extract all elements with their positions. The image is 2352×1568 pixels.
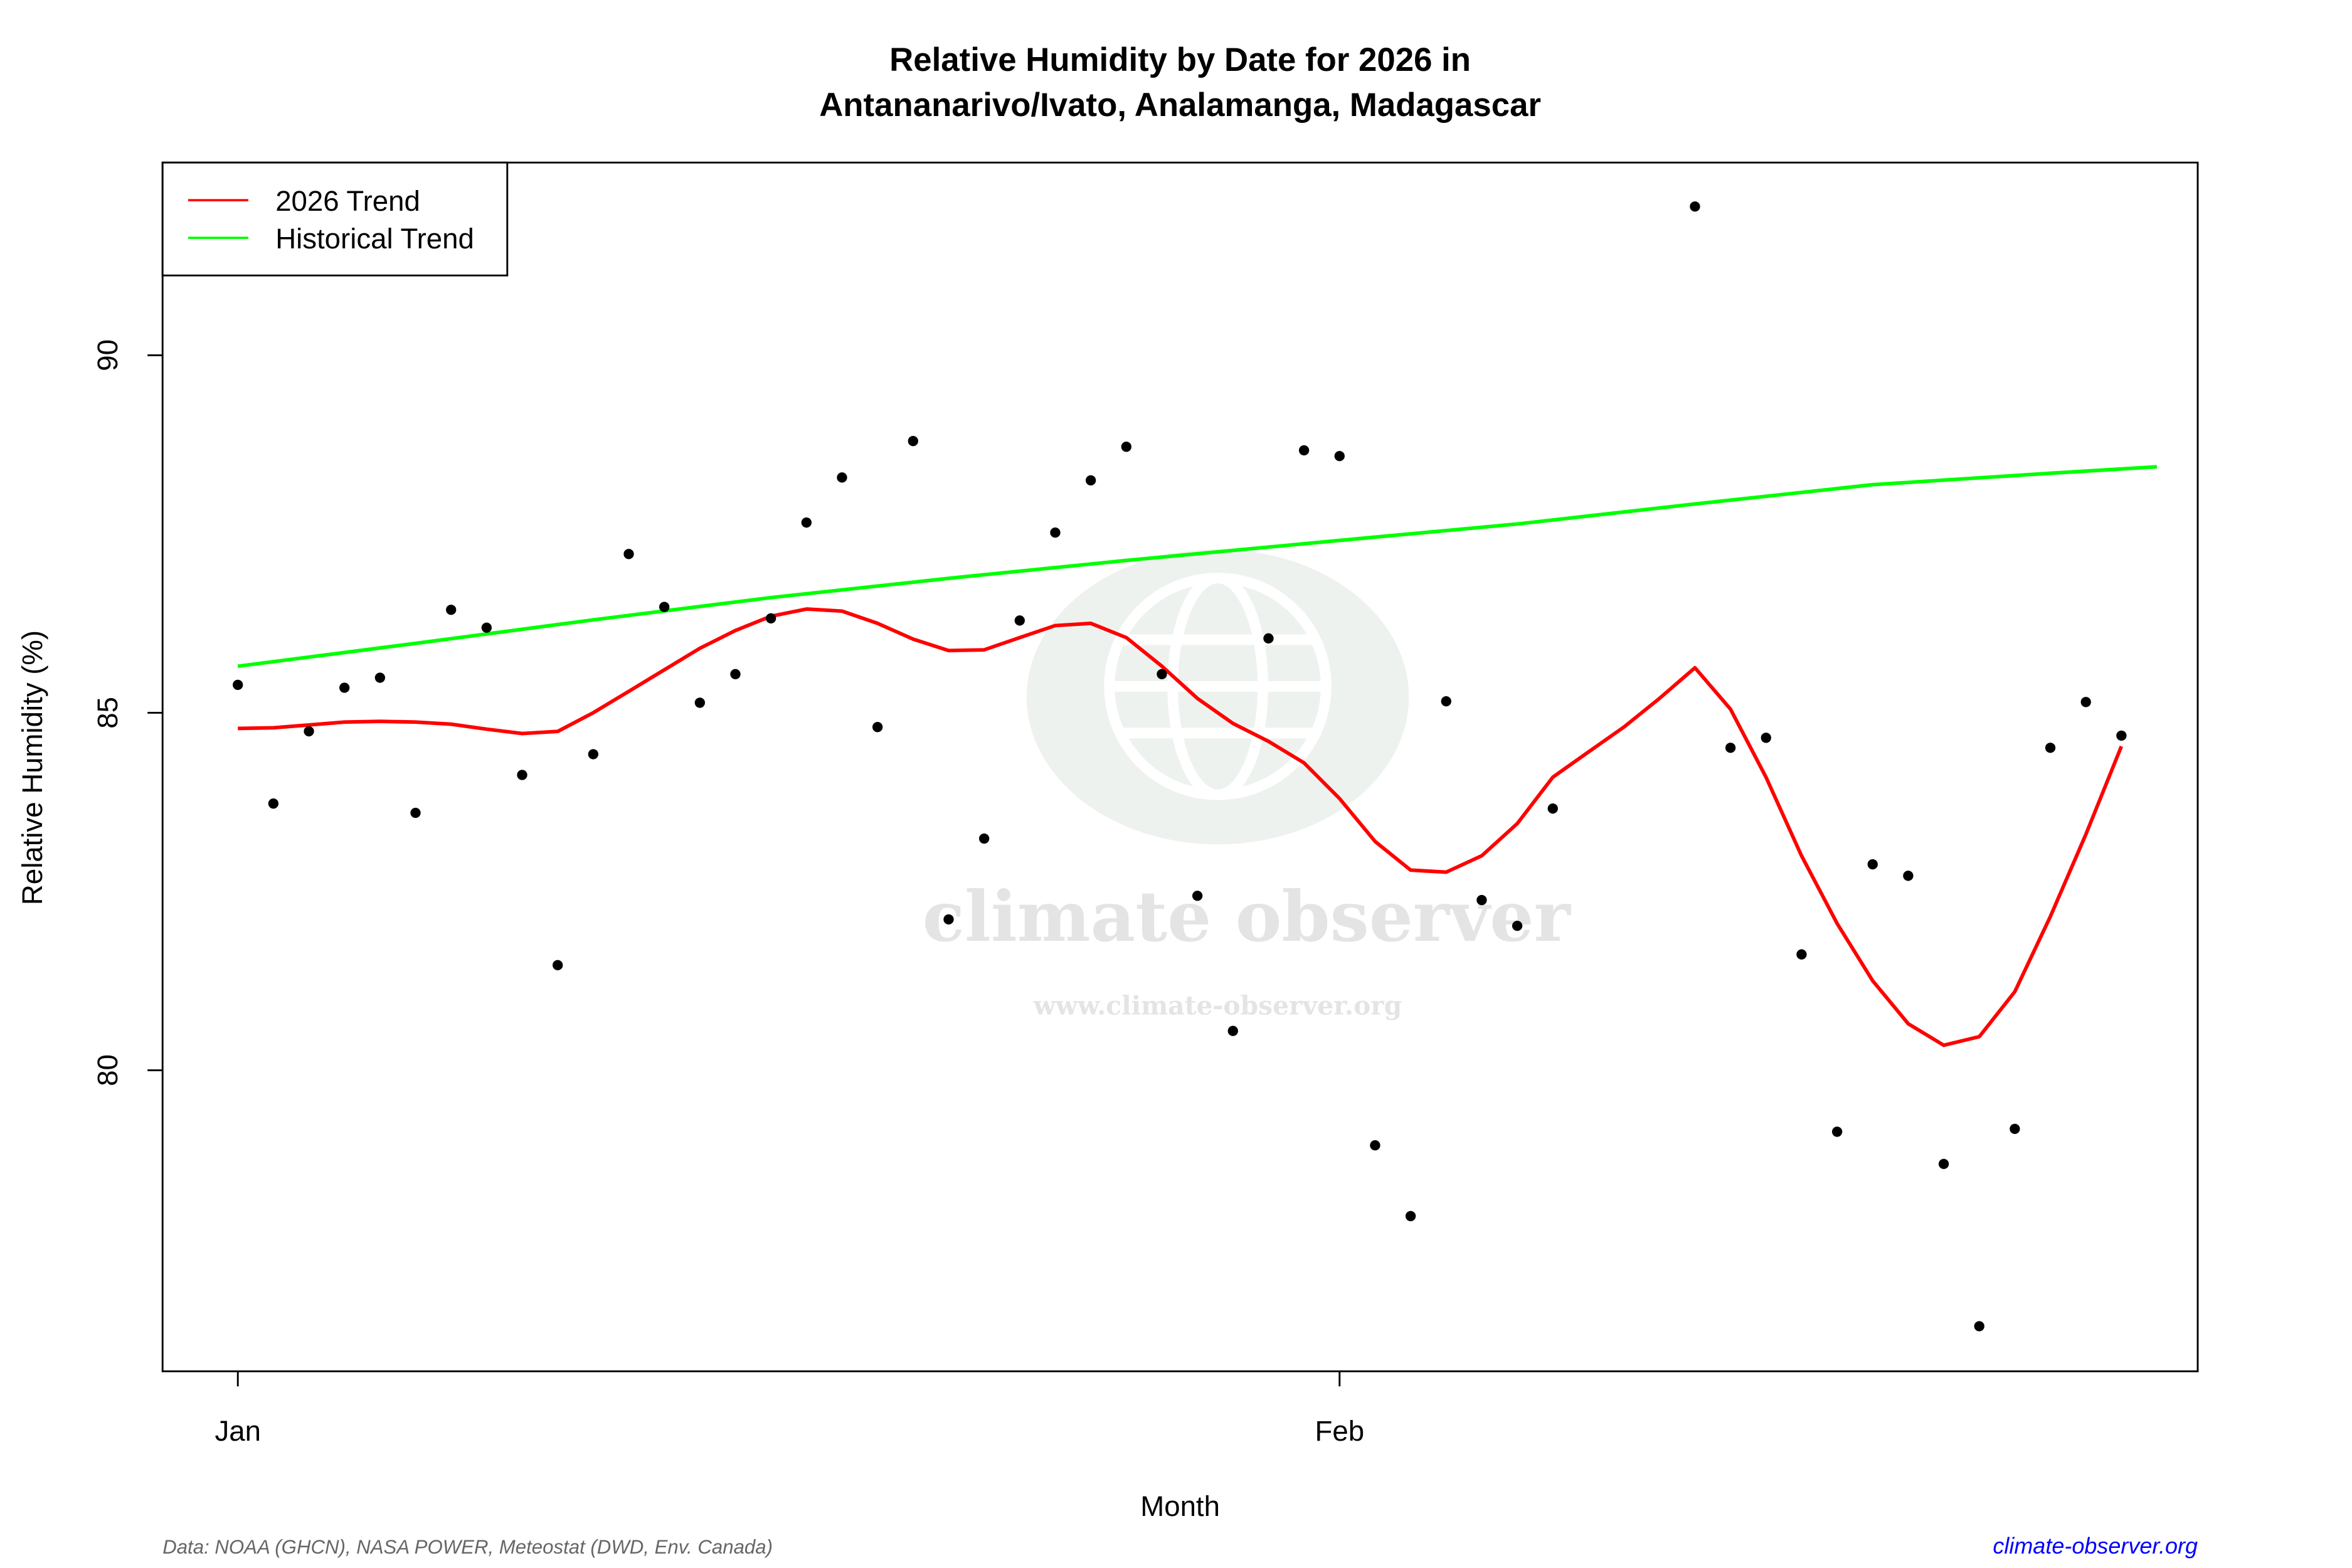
data-point (1690, 201, 1700, 212)
y-tick-label: 85 (92, 697, 124, 729)
data-point (2080, 697, 2091, 707)
watermark-name: climate observer (923, 876, 1572, 958)
data-point (410, 807, 421, 818)
legend: 2026 Trend Historical Trend (161, 161, 509, 277)
data-point (1121, 442, 1131, 452)
data-point (2010, 1123, 2020, 1135)
trend-line-2026 (238, 607, 2123, 1047)
legend-label-historical: Historical Trend (275, 223, 474, 255)
data-point (304, 726, 314, 737)
data-point (1157, 669, 1167, 679)
data-point (1512, 920, 1523, 931)
plot-frame (161, 161, 2199, 1372)
data-point (2116, 730, 2127, 741)
x-axis-label: Month (1140, 1490, 1220, 1522)
data-point (339, 682, 350, 693)
data-point (837, 472, 847, 483)
data-point (268, 798, 279, 809)
data-point (1903, 871, 1914, 881)
data-point (1370, 1140, 1380, 1151)
axes: Jan Feb 80 85 90 (92, 339, 1364, 1447)
data-point (943, 914, 954, 925)
data-point (588, 749, 599, 760)
data-point (233, 679, 243, 691)
trend-lines (237, 465, 2158, 1047)
y-tick-label: 90 (92, 339, 124, 371)
data-point (517, 770, 527, 780)
data-point (730, 669, 741, 679)
data-point (2045, 743, 2056, 753)
data-point (978, 833, 990, 844)
x-tick-label: Feb (1315, 1415, 1365, 1447)
data-point (659, 601, 670, 612)
watermark-globe-background (1026, 549, 1409, 845)
footer-source: Data: NOAA (GHCN), NASA POWER, Meteostat… (162, 1536, 773, 1558)
data-point (1227, 1025, 1238, 1036)
data-point (1796, 949, 1807, 960)
watermark-url: www.climate-observer.org (1033, 991, 1402, 1021)
data-point (1938, 1158, 1949, 1169)
data-point (1298, 445, 1310, 456)
data-point (1014, 615, 1025, 626)
data-point (1974, 1321, 1984, 1332)
y-tick-label: 80 (92, 1054, 124, 1086)
trend-line-historical (237, 465, 2158, 669)
footer-link[interactable]: climate-observer.org (1993, 1533, 2198, 1559)
data-point (872, 722, 883, 733)
data-point (446, 605, 457, 615)
globe-icon (1104, 573, 1332, 800)
data-point (1263, 633, 1274, 644)
data-point (1192, 891, 1203, 901)
data-point (374, 672, 386, 683)
y-axis-label: Relative Humidity (%) (16, 630, 48, 905)
data-point (766, 613, 776, 624)
data-point (801, 517, 812, 528)
data-point (1547, 803, 1558, 814)
data-point (908, 436, 918, 447)
data-point (1050, 527, 1061, 538)
data-point (1085, 475, 1096, 486)
data-point (481, 622, 492, 633)
legend-label-2026: 2026 Trend (275, 185, 420, 217)
chart-title: Relative Humidity by Date for 2026 in (889, 41, 1471, 78)
data-point (1441, 696, 1451, 707)
chart-subtitle: Antananarivo/Ivato, Analamanga, Madagasc… (819, 87, 1541, 124)
data-point (694, 697, 705, 708)
x-tick-label: Jan (215, 1415, 261, 1447)
data-point (553, 960, 563, 970)
data-point (1831, 1126, 1843, 1137)
data-point (1867, 859, 1878, 870)
legend-box (161, 161, 509, 277)
data-point (623, 549, 634, 559)
data-points (233, 201, 2127, 1332)
data-point (1761, 733, 1771, 743)
data-point (1405, 1210, 1416, 1222)
data-point (1334, 450, 1345, 462)
watermark: climate observer www.climate-observer.or… (923, 549, 1572, 1021)
data-point (1725, 743, 1736, 753)
data-point (1476, 894, 1487, 906)
